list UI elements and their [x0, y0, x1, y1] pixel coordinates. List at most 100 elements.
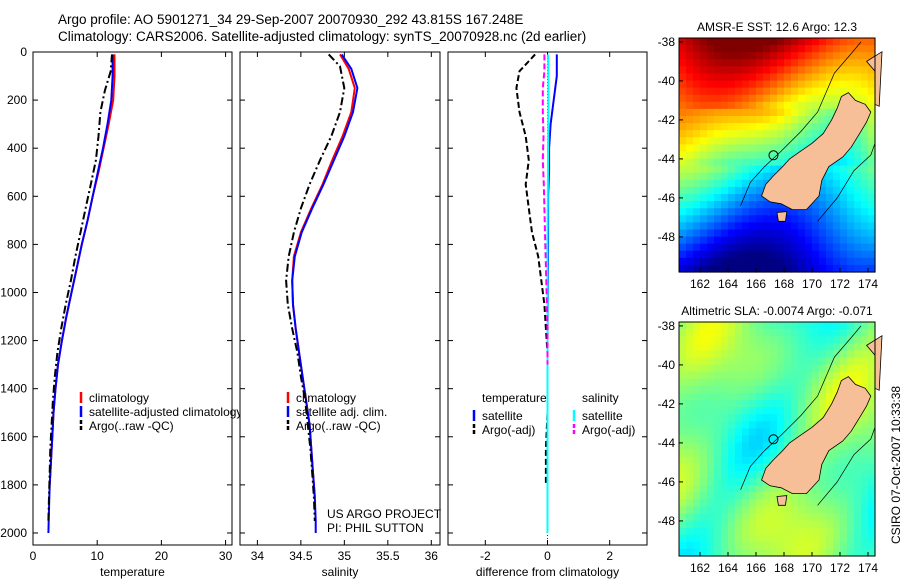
heat-cell — [854, 151, 862, 160]
heat-cell — [728, 534, 736, 543]
heat-cell — [714, 201, 722, 209]
heat-cell — [868, 101, 876, 110]
heat-cell — [735, 357, 743, 366]
heat-cell — [868, 336, 876, 344]
heat-cell — [791, 534, 799, 543]
heat-cell — [714, 179, 722, 188]
heat-cell — [749, 38, 757, 46]
x-tick-label: 0 — [544, 549, 551, 563]
heat-cell — [805, 137, 813, 145]
heat-cell — [749, 116, 757, 124]
heat-cell — [798, 541, 806, 550]
heat-cell — [784, 94, 792, 103]
heat-cell — [686, 250, 694, 259]
heat-cell — [840, 59, 848, 67]
heat-cell — [770, 534, 778, 543]
heat-cell — [728, 343, 736, 351]
heat-cell — [770, 378, 778, 387]
heat-cell — [861, 548, 869, 557]
heat-cell — [819, 179, 827, 188]
heat-cell — [714, 194, 722, 202]
heat-cell — [777, 442, 785, 451]
heat-cell — [791, 222, 799, 231]
heat-cell — [784, 80, 792, 89]
heat-cell — [686, 492, 694, 500]
heat-cell — [728, 470, 736, 479]
heat-cell — [826, 357, 834, 366]
heat-cell — [763, 158, 771, 167]
heat-cell — [833, 336, 841, 344]
heat-cell — [784, 357, 792, 366]
heat-cell — [819, 485, 827, 493]
heat-cell — [854, 499, 862, 507]
heat-cell — [756, 250, 764, 259]
heat-cell — [861, 137, 869, 145]
heat-cell — [868, 250, 876, 259]
x-tick-label: 2 — [606, 549, 613, 563]
heat-cell — [756, 385, 764, 394]
heat-cell — [854, 73, 862, 82]
heat-cell — [721, 80, 729, 89]
heat-cell — [756, 414, 764, 422]
heat-cell — [805, 414, 813, 422]
heat-cell — [735, 243, 743, 252]
heat-cell — [819, 385, 827, 394]
x-tick-label: 35.5 — [376, 549, 400, 563]
heat-cell — [686, 243, 694, 252]
heat-cell — [742, 506, 750, 515]
heat-cell — [805, 94, 813, 103]
heat-cell — [714, 534, 722, 543]
heat-cell — [819, 66, 827, 75]
x-tick-label: 168 — [774, 561, 794, 575]
heat-cell — [868, 108, 876, 117]
heat-cell — [679, 371, 687, 380]
heat-cell — [833, 94, 841, 103]
heat-cell — [812, 513, 820, 522]
heat-cell — [693, 222, 701, 231]
heat-cell — [861, 222, 869, 231]
heat-cell — [798, 66, 806, 75]
heat-cell — [791, 336, 799, 344]
heat-cell — [693, 520, 701, 529]
heat-cell — [693, 364, 701, 373]
heat-cell — [861, 456, 869, 465]
heat-cell — [819, 236, 827, 245]
heat-cell — [854, 250, 862, 259]
heat-cell — [728, 137, 736, 145]
heat-cell — [721, 456, 729, 465]
heat-cell — [798, 236, 806, 245]
heat-cell — [819, 392, 827, 401]
heat-cell — [714, 130, 722, 138]
heat-cell — [700, 130, 708, 138]
heat-cell — [735, 513, 743, 522]
heat-cell — [742, 513, 750, 522]
heat-cell — [700, 158, 708, 167]
heat-cell — [686, 66, 694, 75]
heat-cell — [728, 250, 736, 259]
heat-cell — [686, 264, 694, 273]
heat-cell — [847, 186, 855, 195]
heat-cell — [763, 336, 771, 344]
heat-cell — [679, 250, 687, 259]
heat-cell — [840, 548, 848, 557]
heat-cell — [812, 322, 820, 330]
heat-cell — [721, 52, 729, 60]
heat-cell — [686, 449, 694, 458]
heat-cell — [735, 101, 743, 110]
heat-cell — [728, 38, 736, 46]
heat-cell — [693, 59, 701, 67]
y-tick-label: 600 — [7, 189, 27, 203]
heat-cell — [714, 165, 722, 174]
heat-cell — [854, 456, 862, 465]
heat-cell — [756, 478, 764, 486]
heat-cell — [868, 158, 876, 167]
heat-cell — [693, 94, 701, 103]
heat-cell — [714, 151, 722, 160]
heat-cell — [756, 165, 764, 174]
heat-cell — [784, 350, 792, 359]
heat-cell — [840, 520, 848, 529]
heat-cell — [742, 236, 750, 245]
heat-cell — [861, 172, 869, 181]
heat-cell — [812, 257, 820, 266]
heat-cell — [707, 52, 715, 60]
